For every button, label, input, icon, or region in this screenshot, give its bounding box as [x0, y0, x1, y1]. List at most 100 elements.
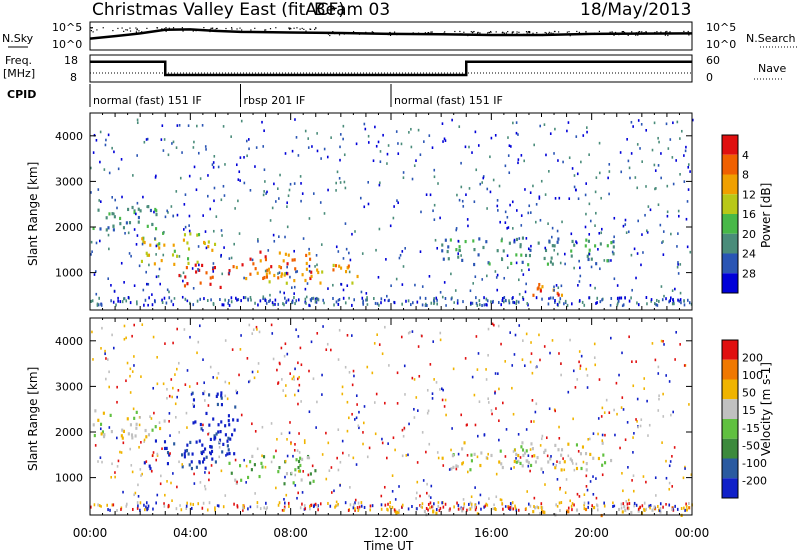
noise-cell — [186, 369, 189, 372]
noise-cell — [492, 507, 494, 511]
noise-cell — [183, 203, 186, 206]
noise-cell — [627, 498, 630, 502]
noise-cell — [188, 385, 191, 388]
noise-cell — [301, 192, 304, 195]
ground-cell — [353, 298, 355, 302]
noise-cell — [400, 142, 403, 146]
ground-cell — [283, 508, 285, 512]
data-cell — [192, 421, 195, 425]
ground-cell — [222, 505, 225, 509]
noise-cell — [584, 193, 587, 197]
ground-cell — [474, 505, 476, 509]
data-cell — [688, 506, 691, 510]
ground-cell — [478, 303, 481, 307]
noise-cell — [508, 171, 511, 175]
noise-cell — [337, 358, 340, 361]
noise-cell — [625, 231, 628, 234]
noise-cell — [666, 184, 669, 188]
ground-cell — [463, 505, 465, 509]
time-tick-label: 20:00 — [574, 526, 609, 540]
noise-cell — [592, 432, 595, 435]
noise-cell — [561, 220, 563, 224]
sky-right-label: N.Search — [746, 32, 796, 45]
noise-cell — [649, 208, 652, 212]
noise-cell — [212, 161, 215, 164]
noise-cell — [171, 142, 173, 145]
noise-cell — [133, 284, 136, 287]
noise-cell — [337, 468, 340, 472]
noise-cell — [504, 455, 507, 458]
noise-cell — [669, 460, 672, 463]
noise-cell — [286, 438, 288, 441]
data-cell — [542, 510, 545, 514]
ground-cell — [219, 297, 221, 301]
noise-cell — [373, 342, 376, 345]
noise-cell — [593, 356, 596, 359]
sky-noise-point — [129, 27, 131, 29]
noise-cell — [631, 288, 633, 292]
noise-cell — [230, 256, 233, 260]
data-cell — [146, 224, 149, 228]
ground-cell — [405, 299, 407, 303]
sky-noise-point — [92, 31, 94, 33]
ground-cell — [656, 303, 659, 307]
data-cell — [205, 455, 208, 459]
sky-noise-point — [542, 33, 544, 36]
sky-noise-point — [90, 27, 92, 29]
ground-cell — [432, 505, 434, 509]
noise-cell — [245, 464, 248, 468]
noise-cell — [117, 167, 120, 171]
noise-cell — [336, 456, 338, 460]
noise-cell — [120, 158, 123, 161]
noise-cell — [176, 395, 178, 399]
noise-cell — [178, 124, 181, 127]
sky-noise-point — [299, 28, 301, 30]
noise-cell — [373, 401, 376, 404]
data-cell — [220, 420, 223, 424]
ground-cell — [540, 505, 543, 509]
noise-cell — [257, 362, 260, 365]
noise-cell — [668, 464, 671, 468]
data-cell — [305, 267, 308, 271]
sky-noise-point — [487, 32, 489, 34]
noise-cell — [489, 155, 491, 159]
noise-cell — [356, 403, 358, 406]
noise-cell — [202, 423, 204, 427]
noise-cell — [436, 246, 439, 250]
noise-cell — [220, 253, 222, 257]
ground-cell — [143, 303, 145, 307]
data-cell — [233, 428, 236, 432]
noise-cell — [658, 397, 660, 401]
noise-cell — [293, 249, 295, 253]
data-cell — [277, 276, 280, 280]
noise-cell — [595, 477, 597, 480]
sky-noise-point — [225, 27, 227, 30]
noise-cell — [549, 351, 551, 355]
ground-cell — [502, 300, 505, 304]
noise-cell — [585, 485, 588, 488]
noise-cell — [486, 457, 489, 460]
noise-cell — [136, 118, 139, 122]
noise-cell — [147, 282, 150, 286]
sky-noise-point — [593, 32, 596, 34]
data-cell — [220, 391, 223, 395]
data-cell — [101, 430, 104, 434]
ground-cell — [265, 507, 268, 511]
noise-cell — [431, 392, 434, 395]
noise-cell — [379, 160, 382, 164]
ground-cell — [529, 504, 532, 508]
noise-cell — [413, 164, 416, 168]
noise-cell — [224, 394, 227, 398]
noise-cell — [404, 393, 406, 396]
data-cell — [147, 205, 150, 209]
noise-cell — [193, 482, 196, 485]
noise-cell — [293, 449, 296, 452]
noise-cell — [673, 446, 676, 449]
noise-cell — [139, 416, 141, 419]
ground-cell — [304, 507, 307, 511]
noise-cell — [476, 434, 479, 438]
sky-noise-point — [165, 27, 167, 29]
sky-noise-point — [431, 31, 433, 33]
ground-cell — [424, 296, 427, 300]
noise-cell — [485, 378, 488, 381]
